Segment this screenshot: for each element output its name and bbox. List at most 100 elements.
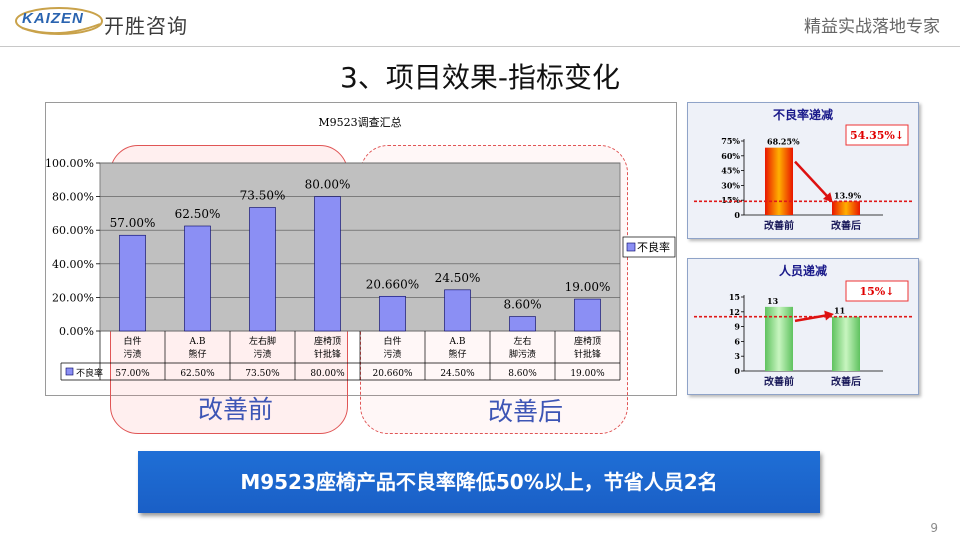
bar-data-label: 62.50% — [175, 207, 221, 221]
decrease-arrow-head — [822, 192, 833, 203]
brand-name: 开胜咨询 — [104, 14, 188, 38]
bar-data-label: 13 — [767, 296, 779, 306]
category-label: 污渍 — [253, 348, 271, 360]
page-title: 3、项目效果-指标变化 — [340, 61, 620, 94]
y-tick-label: 15 — [729, 292, 740, 302]
category-label: 污渍 — [123, 348, 141, 360]
category-label: 白件 — [123, 335, 141, 347]
bar — [184, 225, 211, 332]
decrease-arrow-head — [824, 310, 834, 321]
y-tick-label: 12 — [729, 307, 740, 317]
category-label: A.B — [189, 337, 206, 347]
table-header: 不良率 — [76, 367, 103, 379]
bar-data-label: 8.60% — [503, 298, 541, 312]
category-label: 熊仔 — [188, 348, 206, 360]
headcount-panel: 人员递减 0 3 6 9 12 15 13 改善前 11 改善后 15%↓ — [687, 258, 919, 395]
legend-swatch — [626, 242, 636, 252]
bar — [832, 201, 860, 215]
category-label: 熊仔 — [448, 348, 466, 360]
headcount-chart: 人员递减 0 3 6 9 12 15 13 改善前 11 改善后 15%↓ — [694, 263, 913, 388]
defect-rate-chart: 不良率递减 0 15% 30% 45% 60% 75% 68.25% 改善前 13.9% 改善后 54… — [694, 107, 913, 232]
callout-box — [845, 280, 909, 302]
legend-label: 不良率 — [637, 240, 670, 254]
y-tick-label: 6 — [734, 336, 740, 346]
category-label: 改善前 — [764, 375, 794, 388]
table-value: 19.00% — [570, 369, 605, 379]
category-label: 左右脚 — [249, 335, 276, 347]
survey-summary-chart: M9523调查汇总 0.00% 20.00% 40.00% 60.00% 80.00% 10… — [45, 115, 676, 381]
y-tick-label: 60.00% — [52, 224, 94, 237]
bar — [379, 295, 406, 332]
category-label: 座椅顶 — [574, 335, 601, 347]
y-tick-label: 30% — [721, 180, 740, 190]
bar — [765, 147, 793, 215]
bar-data-label: 80.00% — [305, 178, 351, 192]
y-tick-label: 15% — [721, 195, 740, 205]
plot-area — [99, 162, 621, 332]
table-value: 62.50% — [180, 369, 215, 379]
defect-rate-panel: 不良率递减 0 15% 30% 45% 60% 75% 68.25% 改善前 13.9% 改善后 54… — [687, 102, 919, 239]
bar-data-label: 19.00% — [565, 280, 611, 294]
callout-box — [845, 124, 909, 146]
y-tick-label: 45% — [721, 166, 740, 176]
table-value: 24.50% — [440, 369, 475, 379]
header-bar: KAIZEN 开胜咨询 精益实战落地专家 — [0, 0, 960, 47]
summary-banner: M9523座椅产品不良率降低50%以上，节省人员2名 — [138, 451, 820, 513]
bar — [509, 316, 536, 332]
bar-data-label: 20.660% — [366, 277, 419, 291]
decrease-arrow — [794, 313, 831, 323]
y-tick-label: 3 — [734, 351, 740, 361]
table-value: 20.660% — [372, 369, 412, 379]
table-value: 80.00% — [310, 369, 345, 379]
bar — [249, 207, 276, 332]
callout-text: 54.35%↓ — [850, 129, 904, 142]
bar — [444, 289, 471, 332]
kaizen-logo — [15, 7, 103, 35]
bar — [119, 234, 146, 332]
bar-data-label: 57.00% — [110, 216, 156, 230]
decrease-arrow — [794, 160, 831, 201]
y-tick-label: 100.00% — [45, 157, 94, 170]
bar-data-label: 13.9% — [834, 190, 861, 200]
category-label: 针批锋 — [574, 348, 601, 360]
bar-data-label: 11 — [834, 306, 845, 316]
summary-text: M9523座椅产品不良率降低50%以上，节省人员2名 — [240, 470, 718, 494]
category-label: 针批锋 — [314, 348, 341, 360]
bar-data-label: 73.50% — [240, 189, 286, 203]
category-label: 改善前 — [764, 219, 794, 232]
logo-text: KAIZEN — [22, 10, 84, 27]
panel-title: 人员递减 — [779, 263, 827, 278]
y-tick-label: 75% — [721, 136, 740, 146]
y-tick-label: 80.00% — [52, 191, 94, 204]
legend-box — [622, 236, 676, 258]
category-label: 改善后 — [831, 219, 861, 232]
table-value: 57.00% — [115, 369, 150, 379]
y-tick-label: 40.00% — [52, 258, 94, 271]
before-label: 改善前 — [198, 395, 274, 424]
table-value: 73.50% — [245, 369, 280, 379]
callout-text: 15%↓ — [860, 285, 895, 298]
y-tick-label: 20.00% — [52, 291, 94, 304]
y-tick-label: 60% — [721, 151, 740, 161]
y-tick-label: 0 — [734, 210, 740, 220]
category-label: 污渍 — [383, 348, 401, 360]
bar-data-label: 24.50% — [435, 271, 481, 285]
category-label: 脚污渍 — [509, 348, 536, 360]
chart-title: M9523调查汇总 — [318, 115, 401, 129]
panel-title: 不良率递减 — [773, 107, 833, 122]
y-tick-label: 0.00% — [59, 325, 94, 338]
category-label: 白件 — [383, 335, 401, 347]
table-value: 8.60% — [508, 369, 537, 379]
bar — [765, 306, 793, 371]
y-tick-label: 0 — [734, 366, 740, 376]
page-number: 9 — [930, 521, 938, 535]
after-label: 改善后 — [488, 397, 564, 426]
table-legend-swatch — [65, 367, 74, 376]
category-label: 座椅顶 — [314, 335, 341, 347]
category-label: 左右 — [513, 335, 531, 347]
category-label: A.B — [449, 337, 466, 347]
bar — [314, 196, 341, 332]
category-label: 改善后 — [831, 375, 861, 388]
slogan: 精益实战落地专家 — [804, 17, 940, 37]
bar-data-label: 68.25% — [767, 137, 800, 147]
